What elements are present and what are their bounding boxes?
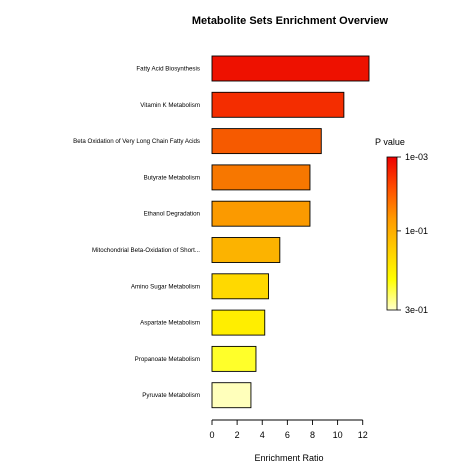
category-label-10: Pyruvate Metabolism [142,392,200,399]
bar-5 [211,200,311,227]
category-label-5: Ethanol Degradation [144,211,201,218]
category-labels-layer: Fatty Acid Biosynthesis Vitamin K Metabol… [73,66,200,400]
x-tick-label-5: 10 [333,430,343,440]
x-tick-label-4: 8 [310,430,315,440]
category-label-4: Butyrate Metabolism [144,174,200,181]
bar-2 [211,91,345,118]
category-label-9: Propanoate Metabolism [135,356,200,363]
chart-title: Metabolite Sets Enrichment Overview [192,15,389,27]
category-label-3: Beta Oxidation of Very Long Chain Fatty … [73,138,200,145]
category-label-6: Mitochondrial Beta-Oxidation of Short... [92,247,200,254]
category-label-7: Amino Sugar Metabolism [131,283,200,290]
bar-4 [211,164,311,191]
legend-color-bar [386,156,398,311]
category-label-2: Vitamin K Metabolism [140,102,200,109]
legend-title: P value [375,137,405,147]
x-tick-label-0: 0 [209,430,214,440]
category-label-1: Fatty Acid Biosynthesis [136,66,200,73]
bar-9 [211,345,257,372]
x-tick-label-6: 12 [358,430,368,440]
x-axis: 0 2 4 6 8 10 12 [209,419,368,440]
bar-6 [211,237,281,263]
x-tick-label-2: 4 [260,430,265,440]
x-axis-title: Enrichment Ratio [254,453,323,463]
legend-tick-label-1: 1e-01 [405,226,428,236]
category-label-8: Aspartate Metabolism [140,320,200,327]
bars-layer [211,55,370,409]
p-value-legend: P value 1e-03 1e-01 3e-01 [375,137,428,315]
bar-1 [211,55,370,82]
x-tick-label-3: 6 [285,430,290,440]
x-tick-label-1: 2 [235,430,240,440]
bar-8 [211,309,266,336]
bar-7 [211,273,269,300]
bar-3 [211,128,322,155]
legend-tick-label-0: 1e-03 [405,152,428,162]
bar-10 [211,382,252,409]
legend-tick-label-2: 3e-01 [405,305,428,315]
